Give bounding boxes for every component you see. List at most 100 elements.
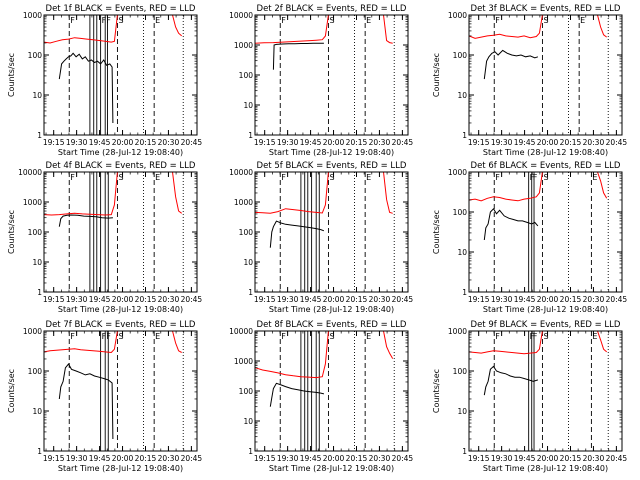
x-tick-label: 20:00 [537, 295, 559, 304]
event-marker-label: E [155, 332, 160, 341]
x-tick-label: 20:45 [606, 454, 628, 463]
panel-7: Det 7f BLACK = Events, RED = LLDFFFSE110… [7, 320, 202, 473]
event-marker-label: F [495, 16, 500, 25]
series-events-line [483, 365, 539, 396]
x-tick-label: 20:30 [158, 295, 180, 304]
series-events-line [272, 42, 324, 70]
x-tick-label: 19:15 [254, 138, 276, 147]
panel-9: Det 9f BLACK = Events, RED = LLDFFFSE110… [432, 320, 627, 473]
x-tick-label: 19:15 [43, 138, 65, 147]
x-tick-label: 20:30 [583, 295, 605, 304]
y-tick-label: 1 [462, 447, 467, 456]
series-events-line [58, 214, 113, 227]
y-tick-label: 1000 [23, 11, 42, 20]
y-tick-label: 1 [248, 447, 253, 456]
x-tick-label: 20:15 [560, 454, 582, 463]
y-tick-label: 10000 [18, 168, 42, 177]
y-tick-label: 10 [243, 101, 253, 110]
x-axis-label: Start Time (28-Jul-12 19:08:40) [269, 148, 394, 157]
y-tick-label: 100 [28, 51, 43, 60]
y-tick-label: 1000 [448, 327, 467, 336]
x-tick-label: 19:30 [66, 295, 88, 304]
x-tick-label: 19:15 [254, 454, 276, 463]
event-marker-label: F [102, 332, 107, 341]
event-marker-label: S [118, 332, 123, 341]
event-marker-label: F [281, 332, 286, 341]
x-tick-label: 20:15 [135, 138, 157, 147]
y-tick-label: 10 [457, 407, 467, 416]
x-tick-label: 20:45 [181, 295, 203, 304]
panel-title: Det 1f BLACK = Events, RED = LLD [46, 4, 196, 14]
x-tick-label: 20:30 [158, 454, 180, 463]
event-marker-label: E [580, 16, 585, 25]
x-tick-label: 20:00 [323, 454, 345, 463]
panel-title: Det 2f BLACK = Events, RED = LLD [257, 4, 407, 14]
x-tick-label: 20:45 [181, 454, 203, 463]
y-tick-label: 1 [462, 131, 467, 140]
event-marker-label: F [495, 173, 500, 182]
x-tick-label: 19:15 [43, 295, 65, 304]
x-tick-label: 20:30 [583, 138, 605, 147]
y-axis-label: Counts/sec [7, 369, 16, 413]
x-tick-label: 19:45 [514, 138, 536, 147]
event-marker-label: S [118, 173, 123, 182]
y-tick-label: 100 [28, 367, 43, 376]
x-tick-label: 20:45 [392, 138, 414, 147]
x-axis-label: Start Time (28-Jul-12 19:08:40) [58, 464, 183, 473]
x-tick-label: 20:00 [537, 138, 559, 147]
x-tick-label: 20:15 [135, 295, 157, 304]
event-marker-label: F [70, 173, 75, 182]
event-marker-label: S [329, 173, 334, 182]
event-marker-label: F [533, 173, 538, 182]
y-axis-label: Counts/sec [432, 210, 441, 254]
x-tick-label: 20:00 [112, 454, 134, 463]
x-tick-label: 19:45 [514, 295, 536, 304]
x-axis-label: Start Time (28-Jul-12 19:08:40) [269, 305, 394, 314]
y-tick-label: 1 [37, 288, 42, 297]
event-marker-label: E [366, 173, 371, 182]
y-tick-label: 1000 [448, 11, 467, 20]
event-marker-label: F [495, 332, 500, 341]
event-marker-label: F [533, 332, 538, 341]
event-marker-label: E [155, 16, 160, 25]
x-tick-label: 19:45 [300, 138, 322, 147]
x-tick-label: 19:45 [89, 138, 111, 147]
panel-title: Det 4f BLACK = Events, RED = LLD [46, 161, 196, 171]
event-marker-label: S [543, 16, 548, 25]
y-tick-label: 100 [453, 208, 468, 217]
x-tick-label: 19:30 [491, 138, 513, 147]
y-axis-label: Counts/sec [7, 210, 16, 254]
plot-frame [43, 14, 198, 136]
x-tick-label: 19:30 [277, 295, 299, 304]
x-tick-label: 20:45 [392, 454, 414, 463]
y-tick-label: 10 [457, 91, 467, 100]
x-axis-label: Start Time (28-Jul-12 19:08:40) [58, 148, 183, 157]
x-tick-label: 19:30 [277, 138, 299, 147]
panel-title: Det 5f BLACK = Events, RED = LLD [257, 161, 407, 171]
x-tick-label: 20:30 [369, 295, 391, 304]
event-marker-label: F [70, 332, 75, 341]
series-events-line [483, 49, 539, 80]
x-tick-label: 20:15 [135, 454, 157, 463]
y-tick-label: 100 [453, 367, 468, 376]
x-tick-label: 20:45 [606, 295, 628, 304]
y-tick-label: 1 [37, 447, 42, 456]
x-tick-label: 19:45 [514, 454, 536, 463]
y-tick-label: 1 [248, 131, 253, 140]
x-tick-label: 20:30 [583, 454, 605, 463]
plot-frame [468, 14, 623, 136]
series-events-line [269, 220, 325, 248]
y-axis-label: Counts/sec [432, 369, 441, 413]
x-tick-label: 20:15 [560, 138, 582, 147]
panel-2: Det 2f BLACK = Events, RED = LLD F S E 1 10 10… [229, 4, 413, 157]
y-tick-label: 100 [239, 71, 254, 80]
y-tick-label: 1000 [234, 41, 253, 50]
x-axis-label: Start Time (28-Jul-12 19:08:40) [269, 464, 394, 473]
y-tick-label: 1 [462, 288, 467, 297]
x-tick-label: 19:30 [66, 454, 88, 463]
x-tick-label: 20:30 [369, 454, 391, 463]
series-events-line [269, 382, 325, 407]
x-tick-label: 19:15 [468, 138, 490, 147]
x-tick-label: 20:15 [346, 295, 368, 304]
x-tick-label: 20:00 [323, 138, 345, 147]
